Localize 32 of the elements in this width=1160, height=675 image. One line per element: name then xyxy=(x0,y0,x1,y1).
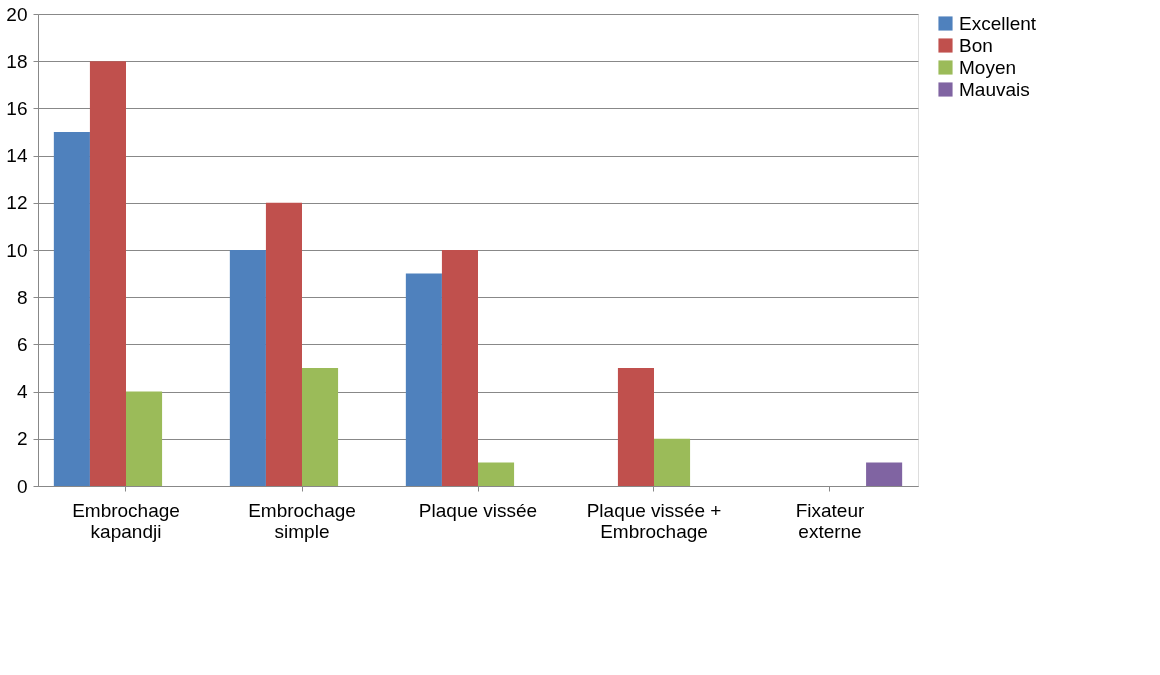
y-tick-label: 0 xyxy=(16,475,28,497)
bar xyxy=(126,391,163,486)
bar xyxy=(302,368,339,486)
bar xyxy=(654,438,691,486)
y-tick-label: 4 xyxy=(16,381,28,403)
x-tick-label: Embrochage simple xyxy=(248,499,356,542)
legend-label: Excellent xyxy=(959,12,1037,34)
bar xyxy=(441,250,478,486)
y-tick-label: 2 xyxy=(16,428,28,450)
bar xyxy=(89,61,126,486)
legend-label: Mauvais xyxy=(959,78,1030,100)
y-tick-label: 20 xyxy=(6,3,28,25)
bar xyxy=(617,368,654,486)
bar xyxy=(866,462,903,486)
x-tick-label: Plaque vissée xyxy=(418,499,538,521)
legend-label: Bon xyxy=(959,34,993,56)
legend-label: Moyen xyxy=(959,56,1017,78)
y-tick-label: 12 xyxy=(6,192,28,214)
x-tick-label: Embrochage kapandji xyxy=(72,499,180,542)
y-tick-label: 10 xyxy=(6,239,28,261)
y-tick-label: 8 xyxy=(16,286,28,308)
bar xyxy=(53,132,90,486)
y-tick-label: 14 xyxy=(6,145,28,167)
x-tick-label: Plaque vissée + Embrochage xyxy=(586,499,722,542)
bar xyxy=(478,462,515,486)
y-tick-label: 16 xyxy=(6,97,28,119)
bar xyxy=(229,250,266,486)
bar xyxy=(405,273,442,486)
x-tick-label: Fixateur externe xyxy=(795,499,865,542)
y-tick-label: 6 xyxy=(16,333,28,355)
y-tick-label: 18 xyxy=(6,50,28,72)
bar xyxy=(265,202,302,486)
